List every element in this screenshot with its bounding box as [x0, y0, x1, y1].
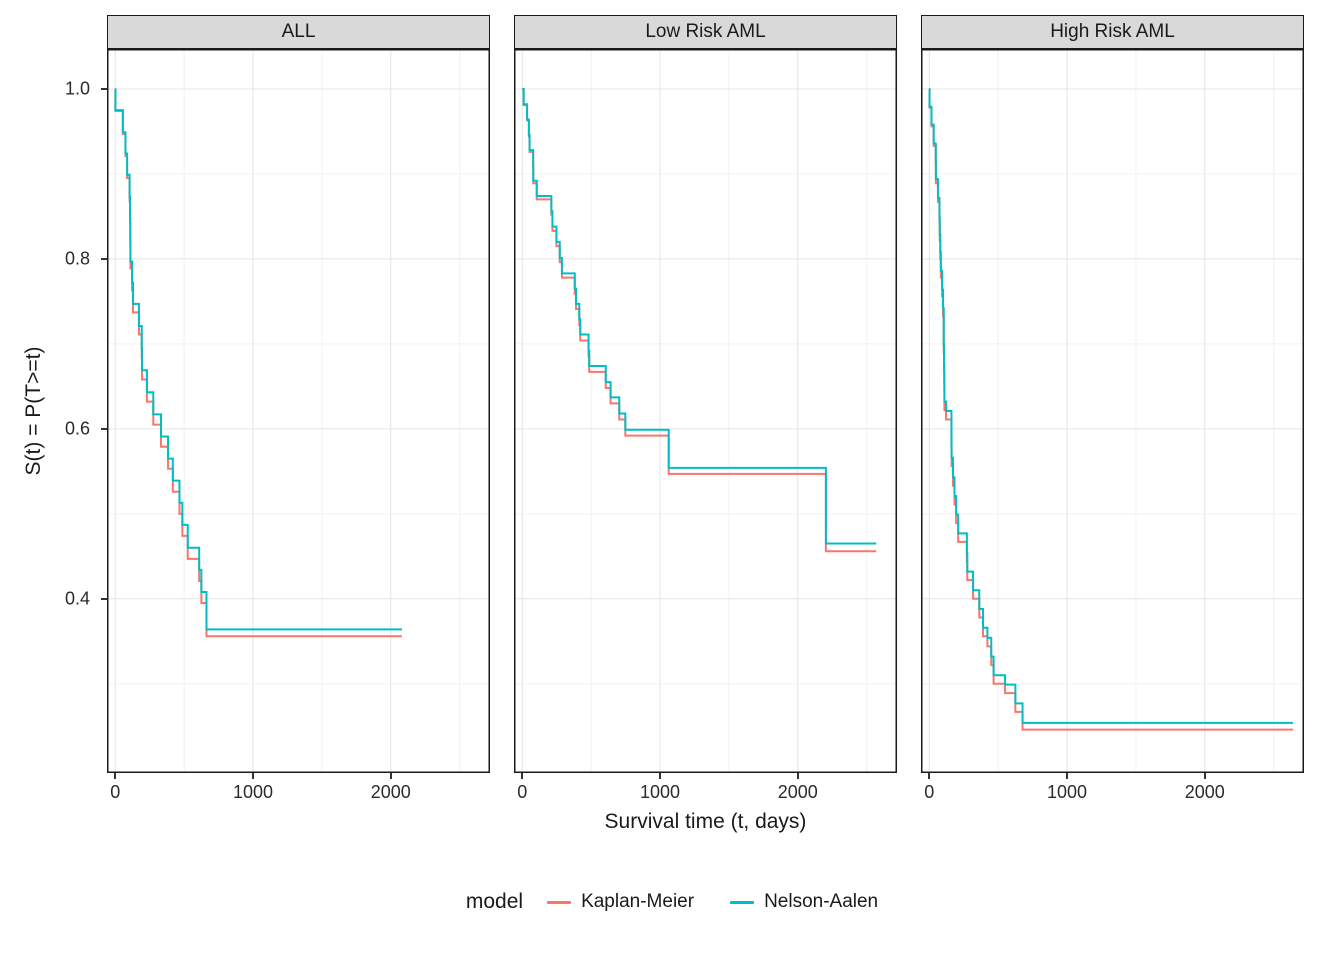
- x-tick-mark: [521, 773, 524, 779]
- x-tick-label: 2000: [777, 782, 818, 802]
- panel-border: [514, 49, 897, 773]
- y-axis: 0.4 0.6 0.8 1.0: [0, 49, 107, 773]
- x-tick-label: 0: [110, 782, 121, 802]
- y-tick-label: 0.4: [64, 588, 90, 609]
- x-axis: 0 1000 2000: [107, 773, 490, 819]
- facet-strip-label: ALL: [281, 21, 316, 42]
- panel-border: [921, 49, 1304, 773]
- x-tick-mark: [928, 773, 931, 779]
- survival-curve-kaplan-meier: [522, 87, 877, 553]
- y-tick-mark: [101, 597, 107, 600]
- legend-title: model: [465, 890, 524, 913]
- x-tick-mark: [389, 773, 392, 779]
- panel-canvas: [107, 49, 490, 773]
- x-tick-mark: [252, 773, 255, 779]
- y-tick-mark: [101, 427, 107, 430]
- x-tick-label: 0: [517, 782, 528, 802]
- survival-curve-nelson-aalen: [928, 87, 1293, 724]
- x-tick-label: 1000: [640, 782, 681, 802]
- facet-strip-label: High Risk AML: [1050, 21, 1175, 42]
- legend-entry-nelson-aalen: Nelson-Aalen: [730, 891, 878, 913]
- panel-canvas: [921, 49, 1304, 773]
- legend-entry-label: Kaplan-Meier: [581, 891, 695, 912]
- panel-canvas: [514, 49, 897, 773]
- x-tick-label: 1000: [233, 782, 274, 802]
- x-axis: 0 1000 2000: [921, 773, 1304, 819]
- x-tick-label: 2000: [1184, 782, 1225, 802]
- x-tick-label: 0: [924, 782, 935, 802]
- legend-key-line: [547, 900, 572, 904]
- facets: ALL 0 1000 2000 Low Risk AML 0 1000 2000 High Ri…: [107, 15, 1304, 819]
- y-tick-label: 0.6: [64, 418, 90, 439]
- facet-low-risk-aml: Low Risk AML 0 1000 2000: [514, 15, 897, 819]
- y-tick-label: 0.8: [64, 248, 90, 269]
- x-tick-mark: [114, 773, 117, 779]
- x-axis: 0 1000 2000: [514, 773, 897, 819]
- y-tick-mark: [101, 87, 107, 90]
- facet-panel: [514, 49, 897, 773]
- survival-curve-nelson-aalen: [114, 87, 402, 631]
- facet-strip: Low Risk AML: [514, 15, 897, 49]
- facet-strip: ALL: [107, 15, 490, 49]
- facet-strip: High Risk AML: [921, 15, 1304, 49]
- facet-panel: [921, 49, 1304, 773]
- x-tick-label: 1000: [1047, 782, 1088, 802]
- legend-key-line: [730, 900, 755, 904]
- legend-entries: Kaplan-Meier Nelson-Aalen: [547, 891, 878, 913]
- facet-panel: [107, 49, 490, 773]
- x-tick-label: 2000: [370, 782, 411, 802]
- survival-curve-kaplan-meier: [114, 87, 402, 638]
- survival-curve-kaplan-meier: [928, 87, 1293, 731]
- panel-border: [107, 49, 490, 773]
- x-axis-title: Survival time (t, days): [604, 810, 807, 833]
- x-tick-mark: [796, 773, 799, 779]
- x-tick-mark: [1066, 773, 1069, 779]
- x-tick-mark: [659, 773, 662, 779]
- x-tick-mark: [1203, 773, 1206, 779]
- y-tick-label: 1.0: [64, 78, 90, 99]
- y-tick-mark: [101, 257, 107, 260]
- facet-all: ALL 0 1000 2000: [107, 15, 490, 819]
- legend: model Kaplan-Meier Nelson-Aalen: [0, 890, 1344, 914]
- legend-entry-label: Nelson-Aalen: [764, 891, 879, 912]
- survival-curve-nelson-aalen: [522, 87, 877, 545]
- legend-entry-kaplan-meier: Kaplan-Meier: [547, 891, 694, 913]
- facet-high-risk-aml: High Risk AML 0 1000 2000: [921, 15, 1304, 819]
- facet-strip-label: Low Risk AML: [645, 21, 766, 42]
